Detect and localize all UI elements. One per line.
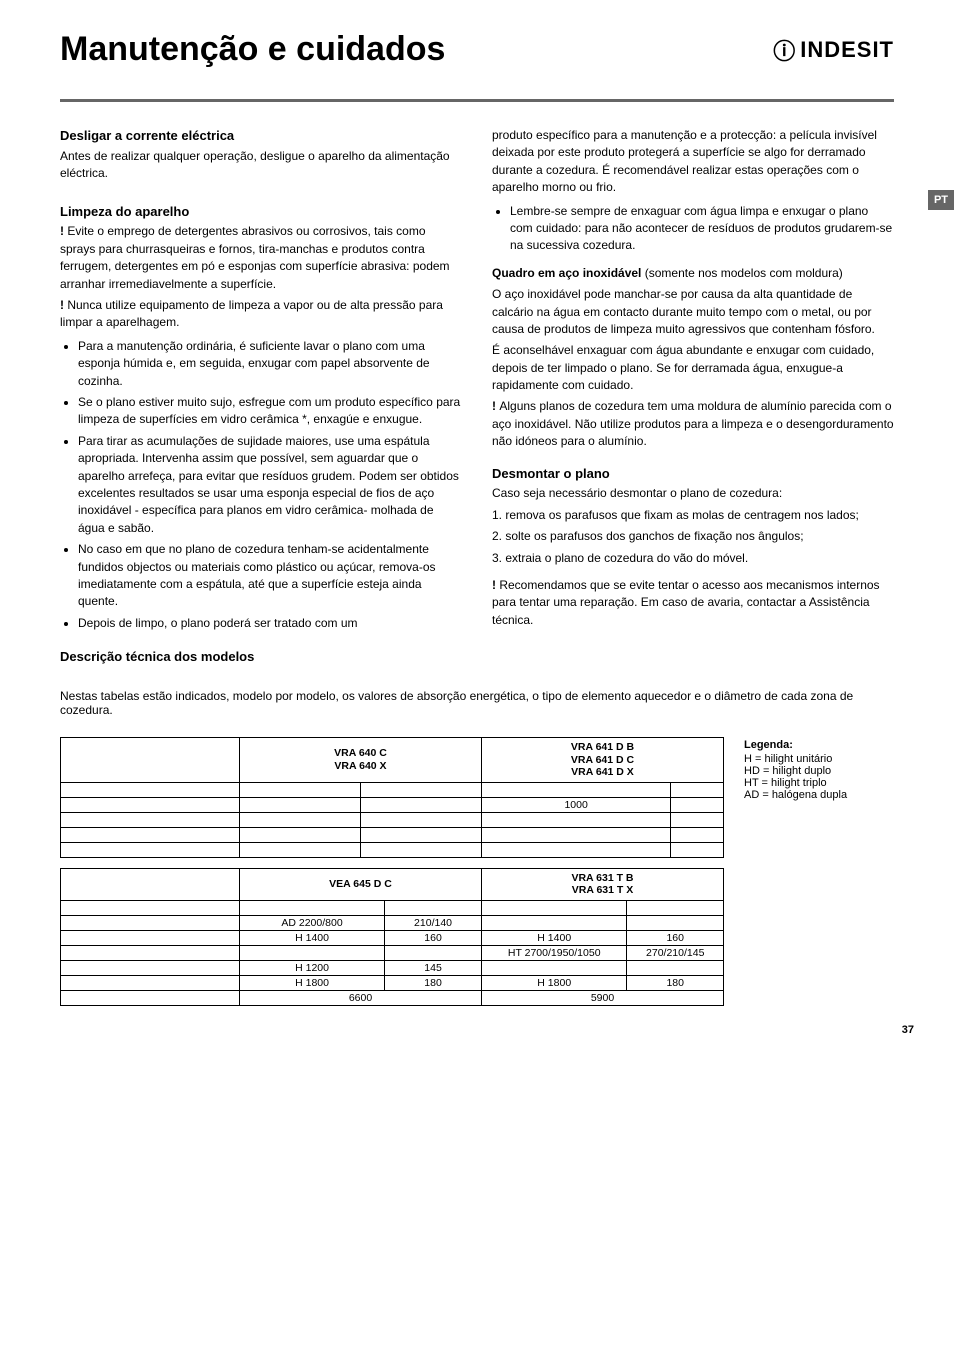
legend-title: Legenda:: [744, 739, 894, 751]
table-header: VRA 641 D B VRA 641 D C VRA 641 D X: [481, 737, 723, 782]
page-container: Manutenção e cuidados ⓘ INDESIT Desligar…: [0, 0, 954, 1056]
brand-name: INDESIT: [800, 37, 894, 63]
table-header: VRA 640 C VRA 640 X: [240, 737, 482, 782]
spec-table-2: VEA 645 D C VRA 631 T B VRA 631 T X AD 2…: [60, 868, 724, 1006]
body-text: Antes de realizar qualquer operação, des…: [60, 148, 462, 183]
brand-logo: ⓘ INDESIT: [773, 34, 894, 66]
table-header: VEA 645 D C: [240, 868, 482, 900]
legend-item: HD = hilight duplo: [744, 765, 894, 777]
warning-text: Evite o emprego de detergentes abrasivos…: [60, 223, 462, 293]
list-item: No caso em que no plano de cozedura tenh…: [78, 541, 462, 611]
table-cell: AD 2200/800: [240, 915, 385, 930]
body-text: 3. extraia o plano de cozedura do vão do…: [492, 550, 894, 567]
warning-text: Nunca utilize equipamento de limpeza a v…: [60, 297, 462, 332]
table-cell: H 1800: [240, 975, 385, 990]
table-cell: 180: [385, 975, 482, 990]
body-text: É aconselhável enxaguar com água abundan…: [492, 342, 894, 394]
section-heading: Descrição técnica dos modelos: [60, 648, 462, 667]
body-text: produto específico para a manutenção e a…: [492, 127, 894, 197]
lang-tab: PT: [928, 190, 954, 210]
table-cell: 210/140: [385, 915, 482, 930]
list-item: Para a manutenção ordinária, é suficient…: [78, 338, 462, 390]
list-item: Para tirar as acumulações de sujidade ma…: [78, 433, 462, 537]
table-cell: 160: [385, 930, 482, 945]
bold-text: Quadro em aço inoxidável: [492, 266, 641, 280]
bullet-list: Lembre-se sempre de enxaguar com água li…: [492, 203, 894, 255]
spec-table-1: VRA 640 C VRA 640 X VRA 641 D B VRA 641 …: [60, 737, 724, 858]
table-cell: H 1400: [240, 930, 385, 945]
left-column: Desligar a corrente eléctrica Antes de r…: [60, 127, 462, 669]
bullet-list: Para a manutenção ordinária, é suficient…: [60, 338, 462, 632]
right-column: produto específico para a manutenção e a…: [492, 127, 894, 669]
body-text: O aço inoxidável pode manchar-se por cau…: [492, 286, 894, 338]
page-number: 37: [902, 1024, 914, 1036]
section-heading: Limpeza do aparelho: [60, 203, 462, 222]
table-cell: H 1800: [481, 975, 627, 990]
tables-intro: Nestas tabelas estão indicados, modelo p…: [60, 689, 894, 717]
body-text: Caso seja necessário desmontar o plano d…: [492, 485, 894, 502]
table-cell: 1000: [481, 797, 670, 812]
tables-wrap: VRA 640 C VRA 640 X VRA 641 D B VRA 641 …: [60, 737, 894, 1016]
header: Manutenção e cuidados ⓘ INDESIT: [60, 30, 894, 69]
legend-item: HT = hilight triplo: [744, 777, 894, 789]
list-item: Lembre-se sempre de enxaguar com água li…: [510, 203, 894, 255]
page-title: Manutenção e cuidados: [60, 30, 445, 69]
legend-item: AD = halógena dupla: [744, 789, 894, 801]
table-cell: 6600: [240, 990, 482, 1005]
table-header: VRA 631 T B VRA 631 T X: [481, 868, 723, 900]
body-text: Quadro em aço inoxidável (somente nos mo…: [492, 265, 894, 282]
legend-item: H = hilight unitário: [744, 753, 894, 765]
list-item: Depois de limpo, o plano poderá ser trat…: [78, 615, 462, 632]
warning-text: Recomendamos que se evite tentar o acess…: [492, 577, 894, 629]
section-heading: Desmontar o plano: [492, 465, 894, 484]
tables-left: VRA 640 C VRA 640 X VRA 641 D B VRA 641 …: [60, 737, 724, 1016]
table-cell: H 1400: [481, 930, 627, 945]
body-text: 2. solte os parafusos dos ganchos de fix…: [492, 528, 894, 545]
info-icon: ⓘ: [773, 34, 796, 66]
body-text: (somente nos modelos com moldura): [641, 266, 842, 280]
table-cell: HT 2700/1950/1050: [481, 945, 627, 960]
table-cell: H 1200: [240, 960, 385, 975]
table-cell: 270/210/145: [627, 945, 724, 960]
content-columns: Desligar a corrente eléctrica Antes de r…: [60, 127, 894, 669]
section-heading: Desligar a corrente eléctrica: [60, 127, 462, 146]
list-item: Se o plano estiver muito sujo, esfregue …: [78, 394, 462, 429]
table-cell: 5900: [481, 990, 723, 1005]
table-cell: 160: [627, 930, 724, 945]
divider: [60, 99, 894, 102]
warning-text: Alguns planos de cozedura tem uma moldur…: [492, 398, 894, 450]
legend: Legenda: H = hilight unitário HD = hilig…: [744, 737, 894, 801]
table-cell: 145: [385, 960, 482, 975]
table-cell: 180: [627, 975, 724, 990]
body-text: 1. remova os parafusos que fixam as mola…: [492, 507, 894, 524]
